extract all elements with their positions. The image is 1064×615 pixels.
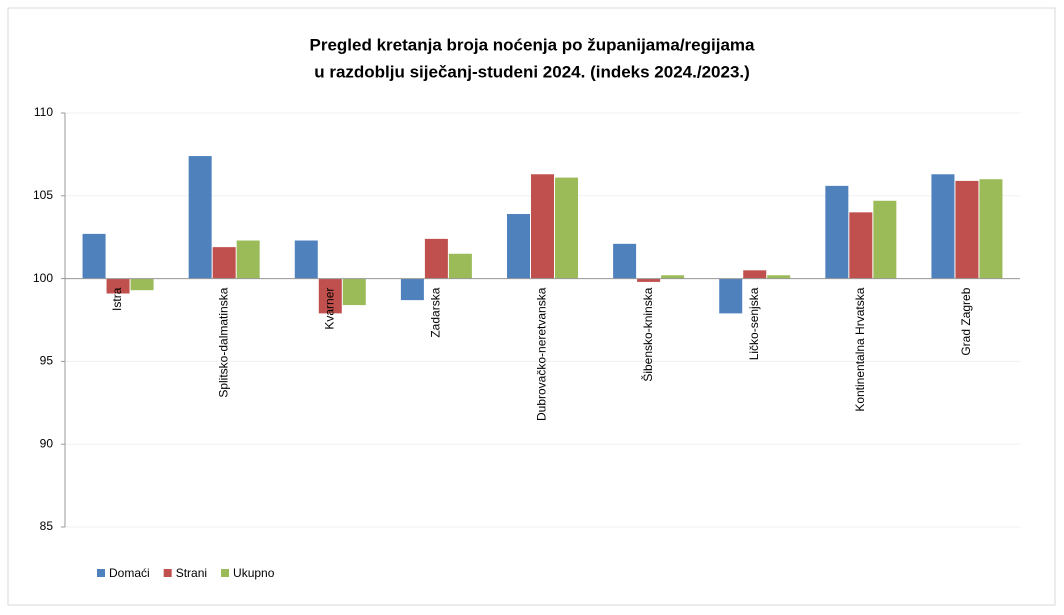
bar bbox=[507, 214, 530, 279]
bar bbox=[188, 156, 212, 279]
bar bbox=[82, 233, 106, 279]
bar bbox=[637, 278, 661, 282]
y-tick-label: 95 bbox=[40, 354, 54, 368]
x-tick-label: Istra bbox=[110, 287, 124, 311]
bar bbox=[955, 180, 979, 279]
bar bbox=[342, 278, 366, 306]
y-tick-label: 100 bbox=[33, 271, 53, 285]
bar bbox=[106, 278, 130, 294]
legend-label: Ukupno bbox=[233, 566, 275, 580]
bar bbox=[212, 247, 236, 279]
bar bbox=[531, 174, 554, 279]
x-tick-label: Dubrovačko-neretvanska bbox=[535, 287, 549, 421]
x-tick-label: Ličko-senjska bbox=[747, 287, 761, 360]
bar bbox=[661, 275, 685, 279]
bar bbox=[400, 278, 424, 301]
x-tick-label: Grad Zagreb bbox=[959, 287, 973, 355]
bar bbox=[931, 174, 955, 279]
x-tick-label: Splitsko-dalmatinska bbox=[216, 287, 230, 397]
bar bbox=[849, 212, 873, 279]
chart-title: Pregled kretanja broja noćenja po župani… bbox=[310, 35, 756, 54]
legend-swatch bbox=[97, 569, 105, 577]
y-tick-label: 90 bbox=[40, 436, 54, 450]
y-tick-label: 105 bbox=[33, 188, 53, 202]
bar bbox=[979, 179, 1003, 279]
bar bbox=[318, 278, 342, 314]
bar bbox=[236, 240, 260, 279]
chart-border bbox=[7, 7, 1056, 606]
y-tick-label: 85 bbox=[40, 519, 54, 533]
bar bbox=[448, 253, 472, 279]
bar bbox=[424, 238, 448, 279]
x-tick-label: Šibensko-kninska bbox=[640, 287, 655, 381]
x-tick-label: Kvarner bbox=[322, 288, 336, 330]
chart-title: u razdoblju siječanj-studeni 2024. (inde… bbox=[314, 62, 750, 81]
x-tick-label: Zadarska bbox=[429, 287, 443, 337]
bar bbox=[719, 278, 743, 314]
x-tick-label: Kontinentalna Hrvatska bbox=[853, 287, 867, 411]
legend-swatch bbox=[163, 569, 172, 577]
bar bbox=[873, 200, 897, 279]
bar bbox=[743, 270, 767, 279]
bar bbox=[130, 278, 154, 291]
bar bbox=[613, 243, 637, 279]
bar bbox=[294, 240, 318, 279]
y-tick-label: 110 bbox=[34, 105, 53, 119]
bar bbox=[767, 275, 791, 279]
legend-swatch bbox=[221, 569, 230, 577]
legend-label: Strani bbox=[176, 566, 207, 580]
legend-label: Domaći bbox=[109, 566, 150, 580]
bar bbox=[555, 177, 578, 279]
bar bbox=[825, 185, 849, 279]
